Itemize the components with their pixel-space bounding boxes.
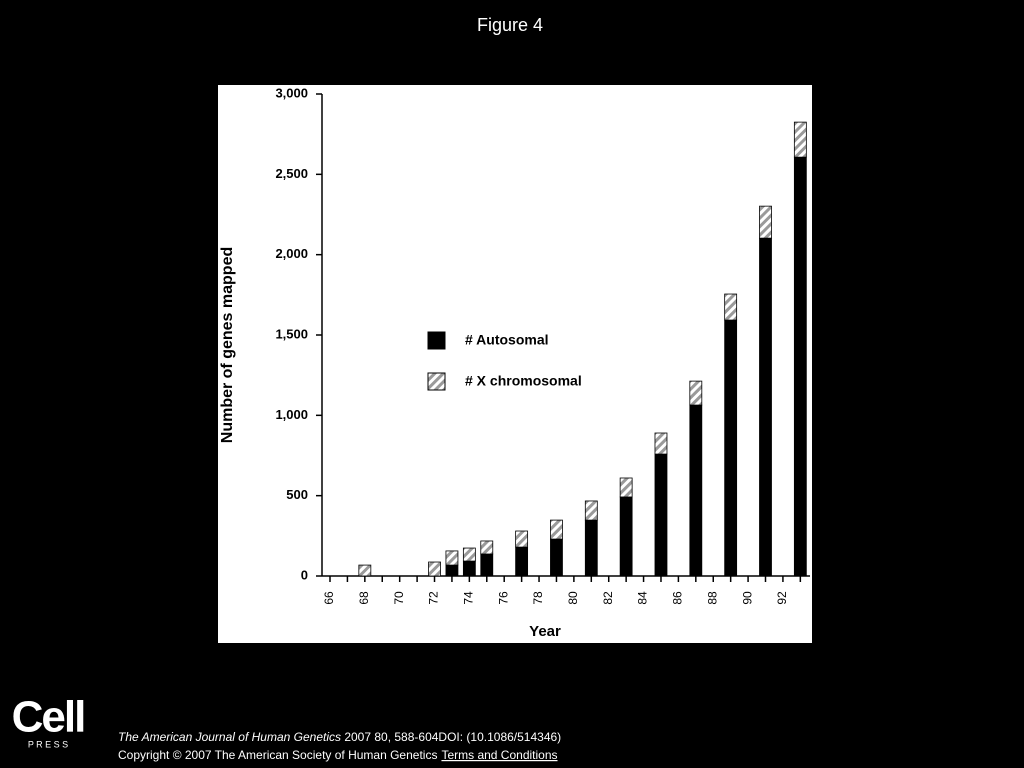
logo: Cell	[12, 693, 85, 742]
bar-segment	[793, 156, 807, 577]
x-tick-label: 88	[705, 591, 719, 605]
bar-segment	[462, 560, 476, 577]
journal: The American Journal of Human Genetics	[118, 730, 341, 744]
bar-segment	[689, 404, 703, 577]
terms-link[interactable]: Terms and Conditions	[441, 748, 557, 762]
bar-segment	[480, 540, 494, 555]
bar-segment	[515, 546, 529, 577]
y-tick-label: 2,000	[275, 246, 308, 261]
bar-segment	[462, 547, 476, 562]
bar-segment	[445, 550, 459, 566]
x-tick-label: 86	[671, 591, 685, 605]
citation-text: 2007 80, 588-604DOI: (10.1086/514346)	[341, 730, 561, 744]
bar-segment	[480, 553, 494, 577]
bar-segment	[358, 564, 372, 577]
x-tick-label: 84	[636, 591, 650, 605]
chart-panel	[218, 85, 812, 643]
legend-swatch	[427, 372, 446, 391]
bar-segment	[689, 380, 703, 406]
x-tick-label: 82	[601, 591, 615, 605]
bar-segment	[724, 293, 738, 321]
copyright-line: Copyright © 2007 The American Society of…	[118, 748, 558, 762]
chart: 0 500 1,000 1,500 2,000 2,500 3,000 66 68 70 72 74 7…	[275, 85, 810, 605]
legend-swatch	[427, 331, 446, 350]
bar-segment	[619, 477, 633, 498]
x-tick-label: 74	[462, 591, 476, 605]
x-tick-label: 70	[392, 591, 406, 605]
y-tick-label: 500	[286, 487, 308, 502]
bar-segment	[428, 561, 441, 577]
bar-segment	[759, 237, 772, 577]
citation: The American Journal of Human Genetics 2…	[118, 730, 561, 744]
y-tick-label: 1,000	[275, 407, 308, 422]
bar-segment	[550, 538, 563, 577]
legend-label: # X chromosomal	[465, 373, 582, 389]
bar-segment	[550, 519, 563, 540]
x-tick-label: 72	[427, 591, 441, 605]
bar-segment	[619, 496, 633, 577]
x-tick-label: 68	[357, 591, 371, 605]
bar-segment	[515, 530, 529, 548]
y-tick-label: 0	[301, 567, 308, 582]
y-tick-label: 1,500	[275, 326, 308, 341]
bar-segment	[793, 121, 807, 158]
logo-sub: P R E S S	[28, 739, 68, 749]
bar-segment	[584, 500, 598, 521]
bar-segment	[445, 564, 459, 577]
y-axis-label: Number of genes mapped	[219, 247, 236, 443]
x-tick-label: 76	[496, 591, 510, 605]
bar-segment	[724, 319, 738, 577]
y-tick-label: 3,000	[275, 85, 308, 100]
x-tick-label: 80	[566, 591, 580, 605]
slide-title: Figure 4	[477, 15, 543, 35]
x-tick-label: 66	[322, 591, 336, 605]
x-tick-label: 90	[740, 591, 754, 605]
bar-segment	[759, 205, 772, 239]
legend-label: # Autosomal	[465, 332, 549, 348]
copyright: Copyright © 2007 The American Society of…	[118, 748, 437, 762]
bar-segment	[654, 432, 668, 455]
bar-segment	[584, 519, 598, 577]
x-tick-label: 92	[775, 591, 789, 605]
y-tick-label: 2,500	[275, 166, 308, 181]
x-axis-label: Year	[529, 623, 561, 640]
x-tick-label: 78	[531, 591, 545, 605]
bar-segment	[654, 453, 668, 577]
